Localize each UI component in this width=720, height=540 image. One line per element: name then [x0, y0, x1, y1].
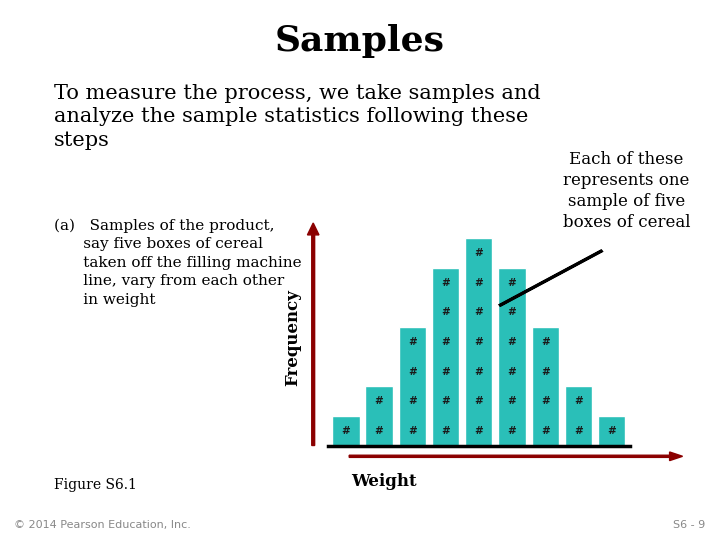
Text: #: # — [474, 278, 483, 288]
Text: #: # — [441, 307, 450, 318]
Bar — [432, 268, 459, 445]
Text: To measure the process, we take samples and
analyze the sample statistics follow: To measure the process, we take samples … — [54, 84, 541, 150]
Text: #: # — [574, 426, 583, 436]
Text: #: # — [408, 426, 417, 436]
Bar — [598, 416, 626, 446]
Text: #: # — [574, 396, 583, 406]
Text: Frequency: Frequency — [284, 289, 302, 386]
Text: #: # — [408, 396, 417, 406]
Text: #: # — [441, 337, 450, 347]
Text: #: # — [541, 396, 549, 406]
Text: #: # — [374, 396, 384, 406]
Bar — [332, 416, 359, 446]
Text: #: # — [474, 337, 483, 347]
Text: #: # — [441, 396, 450, 406]
Text: #: # — [474, 307, 483, 318]
Text: #: # — [441, 278, 450, 288]
Text: #: # — [608, 426, 616, 436]
Bar — [465, 238, 492, 446]
Text: Figure S6.1: Figure S6.1 — [54, 478, 137, 492]
Text: #: # — [441, 426, 450, 436]
Text: #: # — [474, 426, 483, 436]
Text: #: # — [541, 337, 549, 347]
Bar — [498, 268, 526, 445]
Text: #: # — [541, 426, 549, 436]
Bar — [531, 327, 559, 446]
Text: © 2014 Pearson Education, Inc.: © 2014 Pearson Education, Inc. — [14, 520, 192, 530]
Text: #: # — [374, 426, 384, 436]
Text: #: # — [341, 426, 350, 436]
Bar — [366, 386, 392, 445]
Text: #: # — [441, 367, 450, 376]
Text: #: # — [474, 367, 483, 376]
Text: S6 - 9: S6 - 9 — [673, 520, 706, 530]
Bar — [399, 327, 426, 446]
Text: #: # — [408, 367, 417, 376]
Text: #: # — [508, 426, 516, 436]
Text: #: # — [508, 278, 516, 288]
Text: Weight: Weight — [351, 472, 417, 489]
Bar — [565, 386, 592, 445]
Text: #: # — [474, 248, 483, 258]
Text: #: # — [474, 396, 483, 406]
Text: (a)   Samples of the product,
      say five boxes of cereal
      taken off the: (a) Samples of the product, say five box… — [54, 219, 302, 307]
Text: Samples: Samples — [275, 24, 445, 58]
Text: #: # — [408, 337, 417, 347]
Text: #: # — [508, 396, 516, 406]
Text: #: # — [508, 337, 516, 347]
Text: #: # — [508, 307, 516, 318]
Text: #: # — [508, 367, 516, 376]
Text: #: # — [541, 367, 549, 376]
Text: Each of these
represents one
sample of five
boxes of cereal: Each of these represents one sample of f… — [562, 151, 690, 231]
